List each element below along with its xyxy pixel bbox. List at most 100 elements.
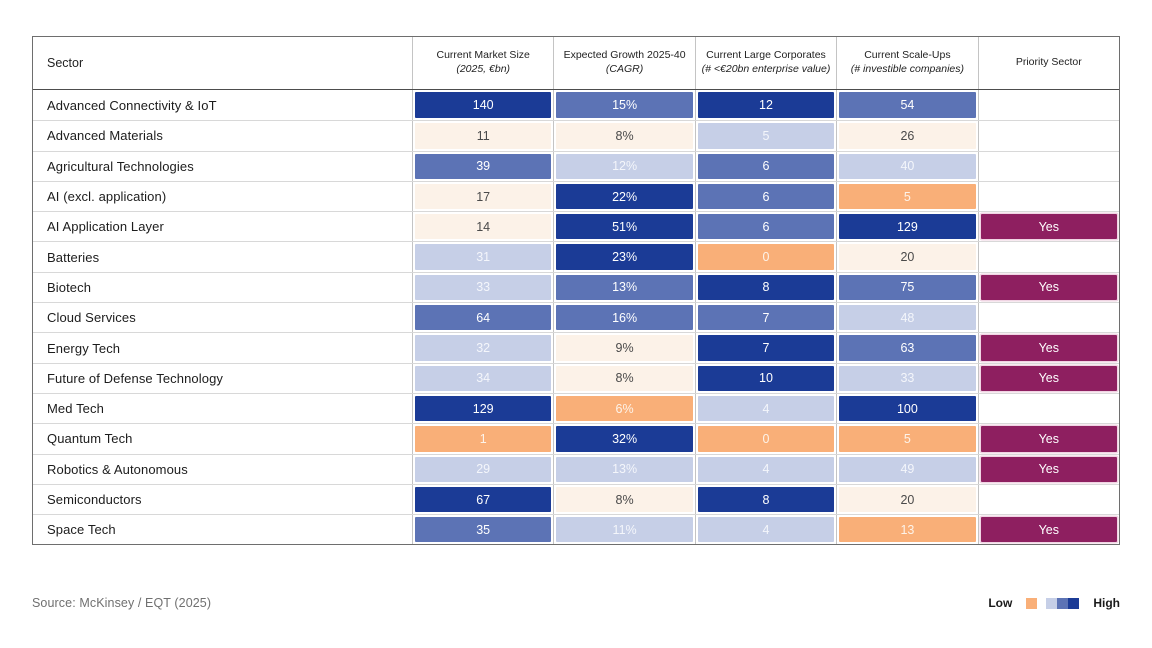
value-cell: 34 (412, 363, 554, 393)
heatmap-value: 4 (697, 456, 835, 482)
value-cell: 54 (836, 90, 978, 121)
heatmap-value: 100 (839, 395, 976, 422)
column-header-label: Priority Sector (1015, 56, 1082, 69)
value-cell: 7 (694, 303, 837, 333)
sector-name: Advanced Connectivity & IoT (33, 90, 412, 121)
sector-name: Cloud Services (33, 303, 412, 333)
table-row: Robotics & Autonomous 29 13% 4 49 Yes (33, 453, 1119, 484)
priority-badge: Yes (980, 456, 1117, 482)
table-row: AI Application Layer 14 51% 6 129 Yes (33, 211, 1119, 242)
table-row: Quantum Tech 1 32% 0 5 Yes (33, 423, 1119, 454)
table-row: Advanced Connectivity & IoT 140 15% 12 54 (33, 90, 1119, 121)
heatmap-value: 48 (839, 305, 976, 331)
heatmap-value: 64 (415, 305, 552, 331)
column-header-label: Current Market Size (436, 49, 530, 62)
priority-badge: Yes (980, 335, 1117, 361)
value-cell: 12 (694, 90, 837, 121)
heatmap-value: 26 (839, 123, 976, 149)
heatmap-value: 39 (415, 153, 552, 179)
value-cell: 4 (694, 393, 837, 424)
value-cell: 22% (553, 181, 695, 212)
value-cell: 67 (412, 484, 554, 515)
heatmap-value: 140 (415, 92, 552, 119)
heatmap-value: 11% (556, 517, 693, 543)
legend-swatch-mid (1057, 597, 1069, 609)
value-cell: 100 (836, 393, 978, 424)
priority-cell (977, 90, 1119, 121)
value-cell: 6 (694, 151, 837, 181)
value-cell: 15% (553, 90, 695, 121)
table-body: Advanced Connectivity & IoT 140 15% 12 54 Adv… (33, 90, 1119, 545)
value-cell: 8% (553, 484, 695, 515)
value-cell: 0 (694, 424, 837, 454)
column-header-sublabel: (CAGR) (605, 63, 644, 75)
sector-name: AI (excl. application) (33, 181, 412, 212)
value-cell: 8 (694, 272, 837, 303)
legend-low-label: Low (988, 596, 1013, 610)
sector-heatmap-table: Sector Current Market Size (2025, €bn) Expe… (32, 36, 1120, 546)
priority-cell (977, 242, 1119, 272)
value-cell: 63 (836, 333, 978, 363)
legend-swatches (1026, 597, 1080, 609)
heatmap-value: 22% (556, 183, 693, 210)
value-cell: 49 (836, 454, 978, 484)
priority-cell: Yes (977, 212, 1119, 242)
heatmap-value: 8 (697, 274, 835, 301)
heatmap-value: 75 (839, 274, 976, 301)
value-cell: 75 (836, 272, 978, 303)
sector-name: AI Application Layer (33, 212, 412, 242)
value-cell: 20 (836, 484, 978, 515)
value-cell: 129 (412, 393, 554, 424)
heatmap-value: 63 (839, 335, 976, 361)
heatmap-value: 7 (697, 305, 835, 331)
sector-name: Biotech (33, 272, 412, 303)
value-cell: 6 (694, 181, 837, 212)
heatmap-value: 16% (556, 305, 693, 331)
heatmap-value: 29 (415, 456, 552, 482)
priority-cell: Yes (977, 363, 1119, 393)
value-cell: 32% (553, 424, 695, 454)
legend-swatch-low (1046, 597, 1058, 609)
legend-high-label: High (1093, 596, 1120, 610)
heatmap-value: 6 (697, 153, 835, 179)
value-cell: 140 (412, 90, 554, 121)
value-cell: 11% (553, 515, 695, 545)
heatmap-value: 5 (839, 183, 976, 210)
heatmap-value: 4 (697, 517, 835, 543)
color-scale-legend: Low High (988, 596, 1120, 610)
heatmap-value: 9% (556, 335, 693, 361)
heatmap-value: 13% (556, 456, 693, 482)
heatmap-value: 54 (839, 92, 976, 119)
priority-cell (977, 181, 1119, 212)
heatmap-value: 0 (697, 426, 835, 452)
value-cell: 51% (553, 212, 695, 242)
heatmap-value: 33 (415, 274, 552, 301)
legend-swatch-high (1068, 597, 1080, 609)
heatmap-value: 5 (839, 426, 976, 452)
heatmap-value: 0 (697, 244, 835, 270)
heatmap-value: 34 (415, 365, 552, 391)
sector-name: Robotics & Autonomous (33, 454, 412, 484)
sector-name: Agricultural Technologies (33, 151, 412, 181)
heatmap-value: 8% (556, 123, 693, 149)
priority-badge: Yes (980, 214, 1117, 240)
heatmap-value: 8 (697, 486, 835, 513)
heatmap-value: 17 (415, 183, 552, 210)
value-cell: 13% (553, 272, 695, 303)
priority-cell (977, 484, 1119, 515)
heatmap-value: 11 (415, 123, 552, 149)
value-cell: 12% (553, 151, 695, 181)
value-cell: 14 (412, 212, 554, 242)
value-cell: 6 (694, 212, 837, 242)
value-cell: 17 (412, 181, 554, 212)
heatmap-value: 20 (839, 244, 976, 270)
value-cell: 64 (412, 303, 554, 333)
priority-badge: Yes (980, 517, 1117, 543)
legend-swatch-group-blue (1046, 597, 1080, 609)
value-cell: 31 (412, 242, 554, 272)
priority-badge: Yes (980, 365, 1117, 391)
heatmap-value: 13% (556, 274, 693, 301)
sector-name: Semiconductors (33, 484, 412, 515)
priority-cell: Yes (977, 454, 1119, 484)
value-cell: 39 (412, 151, 554, 181)
